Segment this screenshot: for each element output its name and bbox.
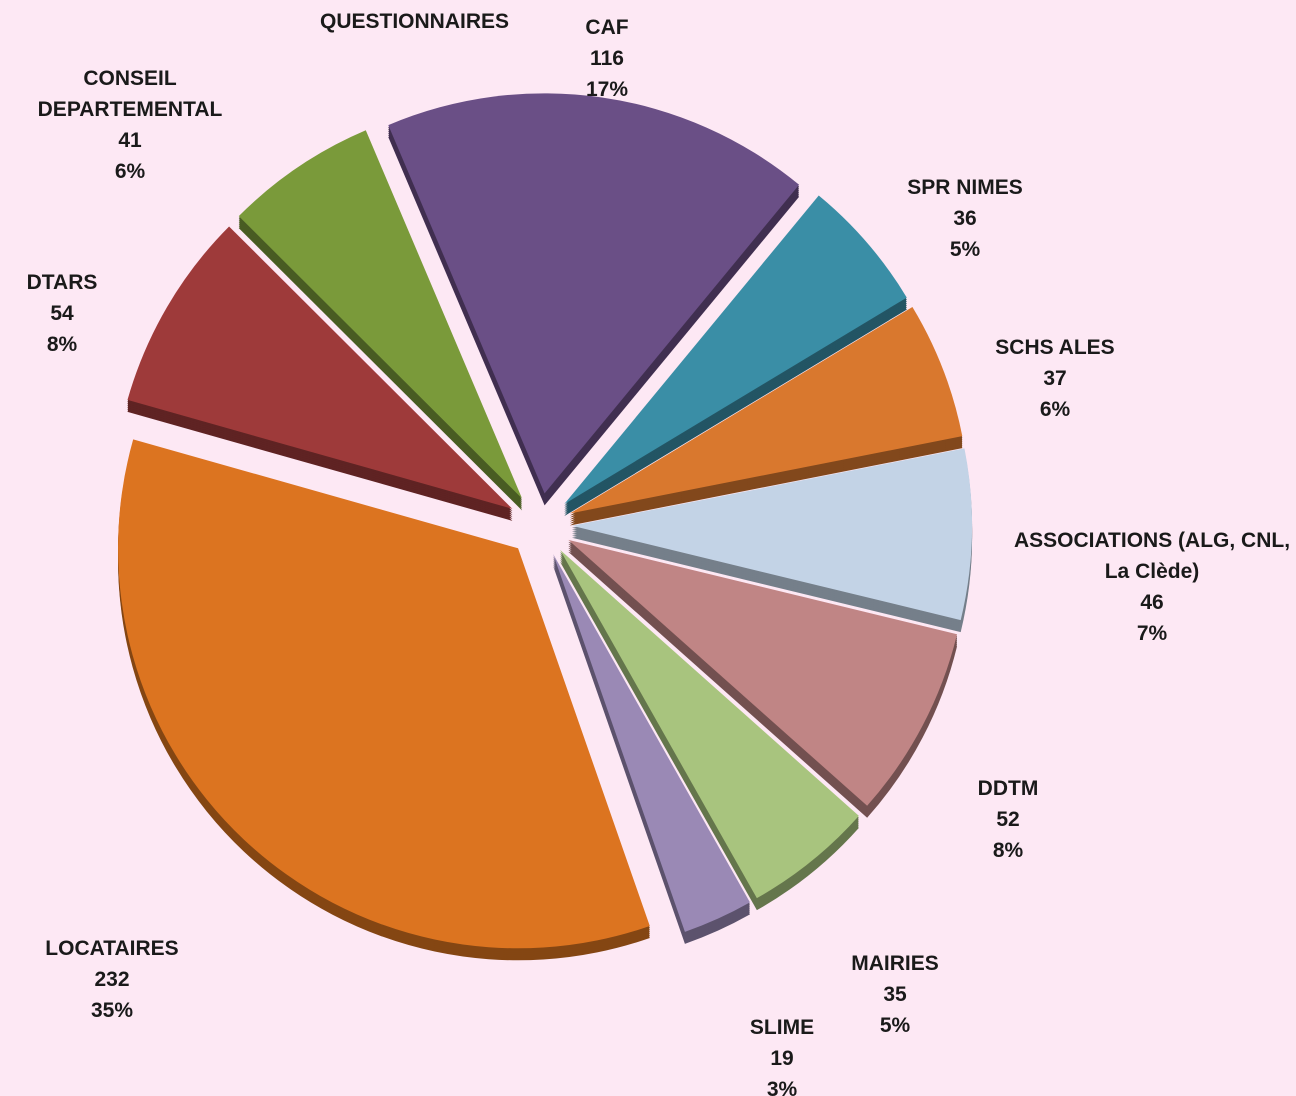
category-label: LOCATAIRES: [45, 937, 179, 960]
data-label: SPR NIMES 36 5%: [865, 172, 1065, 265]
category-label: DTARS: [26, 271, 98, 294]
percent-label: 8%: [46, 333, 78, 356]
data-label: CONSEIL DEPARTEMENTAL 41 6%: [10, 63, 250, 187]
value-label: 19: [770, 1047, 794, 1070]
slice: [388, 93, 800, 494]
category-label: CONSEIL DEPARTEMENTAL: [37, 67, 223, 121]
slice: [127, 226, 513, 509]
value-label: 36: [953, 207, 977, 230]
percent-label: 6%: [114, 160, 146, 183]
data-label: DDTM 52 8%: [908, 773, 1108, 866]
data-label: ASSOCIATIONS (ALG, CNL, La Clède) 46 7%: [1007, 525, 1296, 649]
data-label: SCHS ALES 37 6%: [955, 332, 1155, 425]
data-label: CAF 116 17%: [507, 12, 707, 105]
data-label: SLIME 19 3%: [682, 1012, 882, 1096]
category-label: SCHS ALES: [995, 336, 1115, 359]
value-label: 46: [1140, 591, 1164, 614]
percent-label: 35%: [90, 999, 134, 1022]
percent-label: 5%: [949, 238, 981, 261]
slice: [560, 549, 859, 899]
slice: [568, 539, 958, 806]
category-label: DDTM: [977, 777, 1039, 800]
value-label: 37: [1043, 367, 1067, 390]
percent-label: 6%: [1039, 398, 1071, 421]
category-label: MAIRIES: [851, 952, 939, 975]
percent-label: 17%: [585, 78, 629, 101]
category-label: CAF: [585, 16, 629, 39]
percent-label: 3%: [766, 1078, 798, 1096]
slice: [571, 448, 972, 621]
category-label: SLIME: [749, 1016, 815, 1039]
slice: [118, 439, 650, 949]
value-label: 54: [50, 302, 74, 325]
data-label: LOCATAIRES 232 35%: [2, 933, 222, 1026]
data-label: MAIRIES 35 5%: [795, 948, 995, 1041]
value-label: 41: [118, 129, 142, 152]
data-label: DTARS 54 8%: [0, 267, 142, 360]
percent-label: 7%: [1136, 622, 1168, 645]
slice: [553, 554, 750, 932]
percent-label: 5%: [879, 1014, 911, 1037]
value-label: 116: [590, 47, 624, 70]
category-label: SPR NIMES: [907, 176, 1023, 199]
value-label: 35: [883, 983, 907, 1006]
slice: [564, 195, 907, 505]
value-label: 52: [996, 808, 1020, 831]
category-label: ASSOCIATIONS (ALG, CNL, La Clède): [1013, 529, 1291, 583]
value-label: 232: [94, 968, 130, 991]
chart-title: QUESTIONNAIRES: [320, 10, 510, 33]
slice: [569, 306, 963, 514]
percent-label: 8%: [992, 839, 1024, 862]
slice: [238, 130, 523, 499]
